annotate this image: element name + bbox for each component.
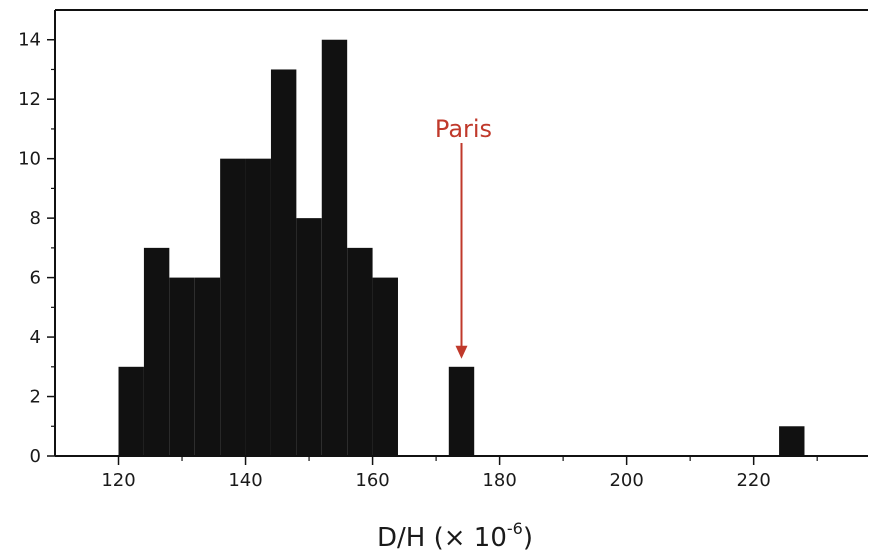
x-tick-label-160: 160	[355, 470, 389, 491]
y-tick-label-8: 8	[30, 208, 41, 229]
y-tick-label-6: 6	[30, 268, 41, 289]
y-tick-label-12: 12	[18, 89, 41, 110]
x-tick-label-140: 140	[228, 470, 262, 491]
bar-224	[779, 426, 805, 456]
bar-148	[296, 218, 322, 456]
bar-160	[372, 277, 398, 456]
bars-group	[118, 39, 805, 456]
bar-128	[169, 277, 195, 456]
bar-144	[270, 69, 297, 456]
bar-124	[143, 247, 170, 456]
bar-136	[220, 158, 246, 456]
bar-120	[118, 366, 144, 456]
bar-172	[448, 366, 475, 456]
y-tick-label-14: 14	[18, 30, 41, 51]
axes-group	[54, 9, 868, 457]
x-axis-title: D/H (× 10-6)	[377, 519, 533, 553]
y-tick-label-0: 0	[30, 446, 41, 467]
y-tick-label-10: 10	[18, 149, 41, 170]
annotation-group: Paris	[435, 115, 492, 359]
bar-156	[347, 247, 373, 456]
ticks-group: 0 2 4 6 8 10 12 14 120 140 160 180 200 220	[18, 30, 818, 491]
bar-140	[245, 158, 271, 456]
x-tick-label-220: 220	[736, 470, 770, 491]
x-tick-label-180: 180	[482, 470, 516, 491]
annotation-arrow-head	[455, 345, 468, 359]
x-tick-label-120: 120	[101, 470, 135, 491]
bar-132	[194, 277, 221, 456]
y-tick-label-2: 2	[30, 387, 41, 408]
annotation-label: Paris	[435, 115, 492, 143]
y-tick-label-4: 4	[30, 327, 41, 348]
bar-152	[321, 39, 348, 456]
x-tick-label-200: 200	[609, 470, 643, 491]
